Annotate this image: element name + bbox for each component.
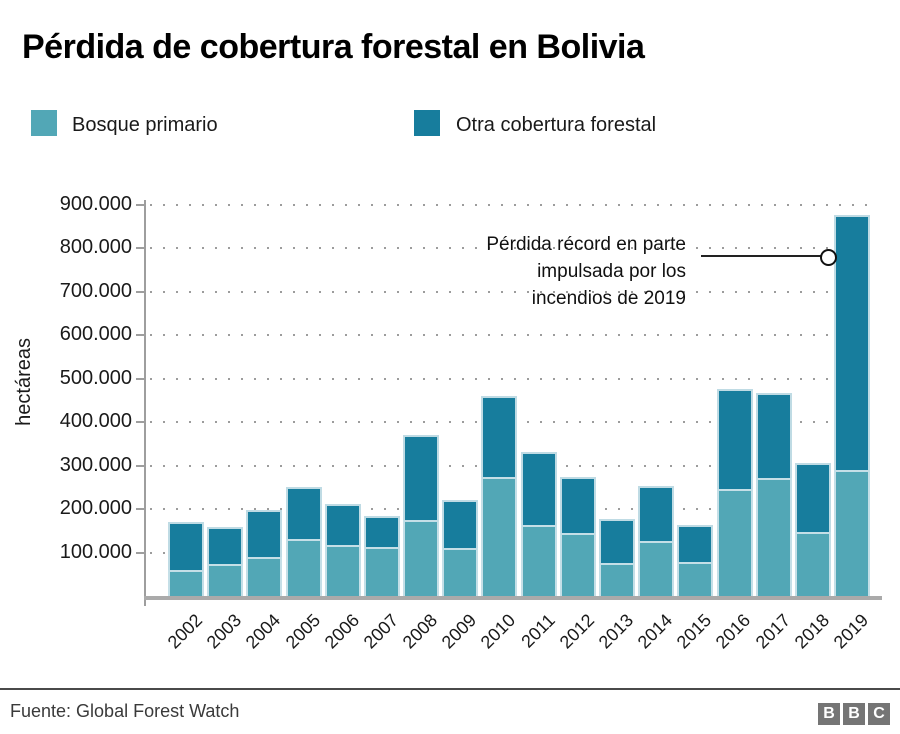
y-tick-label: 900.000 [59, 192, 132, 215]
bbc-logo-block-3: C [868, 703, 890, 725]
bar-segment-other-2008 [403, 434, 440, 520]
y-tick-label: 500.000 [59, 366, 132, 389]
bar-segment-other-2004 [246, 509, 283, 557]
y-tick-label: 200.000 [59, 497, 132, 519]
y-tick-label: 100.000 [59, 540, 132, 563]
bar-segment-primary-2012 [559, 532, 596, 596]
bar-segment-primary-2017 [755, 478, 792, 596]
annotation-line-1: Pérdida récord en parte [486, 234, 686, 255]
footer-divider [0, 688, 900, 690]
y-axis-tick-500.000 [136, 377, 145, 380]
legend-label-other: Otra cobertura forestal [456, 114, 657, 136]
annotation-line-3: incendios de 2019 [531, 288, 686, 309]
x-axis-label-2005: 2005 [281, 610, 324, 653]
bar-segment-primary-2019 [834, 469, 871, 596]
y-gridline-900.000 [150, 203, 878, 206]
y-axis-tick-900.000 [136, 203, 145, 206]
x-axis-label-2002: 2002 [163, 610, 207, 653]
x-axis-label-2014: 2014 [633, 610, 677, 653]
x-axis-line [144, 596, 882, 600]
x-axis-label-2016: 2016 [712, 610, 755, 653]
bar-segment-other-2002 [168, 522, 204, 570]
y-gridline-600.000 [150, 334, 878, 336]
bar-segment-primary-2015 [677, 562, 714, 596]
bar-segment-other-2016 [716, 388, 753, 490]
bar-segment-primary-2010 [481, 477, 518, 596]
bar-segment-other-2010 [481, 396, 518, 478]
y-axis-tick-300.000 [136, 464, 145, 467]
x-axis-label-2010: 2010 [477, 610, 520, 653]
x-axis-label-2003: 2003 [202, 610, 246, 653]
y-axis-tick-200.000 [136, 508, 145, 510]
y-axis-tick-400.000 [136, 421, 145, 423]
x-axis-label-2013: 2013 [594, 610, 638, 653]
y-axis-tick-100.000 [136, 551, 145, 554]
y-tick-label: 800.000 [59, 236, 132, 258]
annotation-leader-line [701, 255, 821, 257]
legend-swatch-other [414, 110, 440, 136]
y-tick-label: 300.000 [59, 453, 132, 476]
x-axis-label-2018: 2018 [790, 610, 834, 653]
annotation-line-2: impulsada por los [537, 261, 686, 282]
annotation-text: Pérdida récord en parte impulsada por lo… [486, 231, 686, 312]
bar-segment-other-2018 [794, 463, 831, 532]
x-axis-label-2004: 2004 [242, 610, 285, 653]
bar-segment-primary-2002 [168, 569, 204, 596]
bar-segment-other-2013 [598, 519, 635, 563]
bar-segment-primary-2011 [520, 525, 557, 596]
x-axis-label-2011: 2011 [517, 610, 559, 652]
y-axis-tick-700.000 [136, 290, 145, 293]
x-axis-label-2009: 2009 [437, 610, 481, 653]
y-axis-line [144, 200, 146, 606]
x-axis-label-2006: 2006 [320, 610, 363, 653]
bar-segment-other-2011 [520, 451, 557, 526]
bar-segment-other-2009 [442, 500, 479, 548]
bar-segment-primary-2007 [363, 547, 400, 596]
bar-segment-primary-2016 [716, 489, 753, 596]
bar-segment-primary-2005 [285, 539, 322, 596]
y-tick-label: 400.000 [59, 410, 132, 432]
bar-segment-other-2014 [638, 485, 675, 542]
bar-segment-primary-2004 [246, 556, 283, 596]
bar-segment-other-2003 [207, 527, 244, 564]
bar-segment-primary-2018 [794, 531, 831, 596]
bar-segment-other-2015 [677, 525, 714, 563]
x-axis-label-2008: 2008 [398, 610, 442, 653]
x-axis-label-2017: 2017 [751, 610, 794, 653]
bar-segment-other-2005 [285, 487, 322, 539]
bar-segment-primary-2014 [638, 541, 675, 596]
bar-segment-primary-2009 [442, 547, 479, 596]
legend-label-primary: Bosque primario [72, 114, 218, 136]
y-axis-tick-800.000 [136, 247, 145, 249]
x-axis-label-2015: 2015 [673, 610, 716, 653]
bar-segment-other-2017 [755, 392, 792, 479]
y-gridline-700.000 [150, 290, 878, 293]
bbc-logo-block-2: B [843, 703, 865, 725]
bar-segment-other-2006 [324, 503, 361, 546]
x-axis-label-2019: 2019 [829, 610, 873, 653]
legend-swatch-primary [31, 110, 57, 136]
y-gridline-500.000 [150, 377, 878, 380]
source-text: Fuente: Global Forest Watch [10, 701, 240, 721]
bar-segment-primary-2008 [403, 519, 440, 596]
x-axis-label-2007: 2007 [359, 610, 403, 653]
y-tick-label: 600.000 [59, 323, 132, 345]
y-tick-label: 700.000 [59, 279, 132, 302]
bar-segment-primary-2013 [598, 562, 635, 596]
page-title: Pérdida de cobertura forestal en Bolivia [22, 28, 645, 66]
bbc-logo-block-1: B [818, 703, 840, 725]
bar-segment-other-2012 [559, 476, 596, 533]
y-gridline-800.000 [150, 247, 878, 249]
annotation-marker-circle [820, 249, 837, 266]
bar-segment-primary-2003 [207, 563, 244, 596]
bar-segment-other-2019 [834, 215, 871, 470]
x-axis-label-2012: 2012 [555, 610, 598, 653]
bar-segment-other-2007 [363, 515, 400, 548]
y-axis-tick-600.000 [136, 334, 145, 336]
bar-segment-primary-2006 [324, 545, 361, 596]
